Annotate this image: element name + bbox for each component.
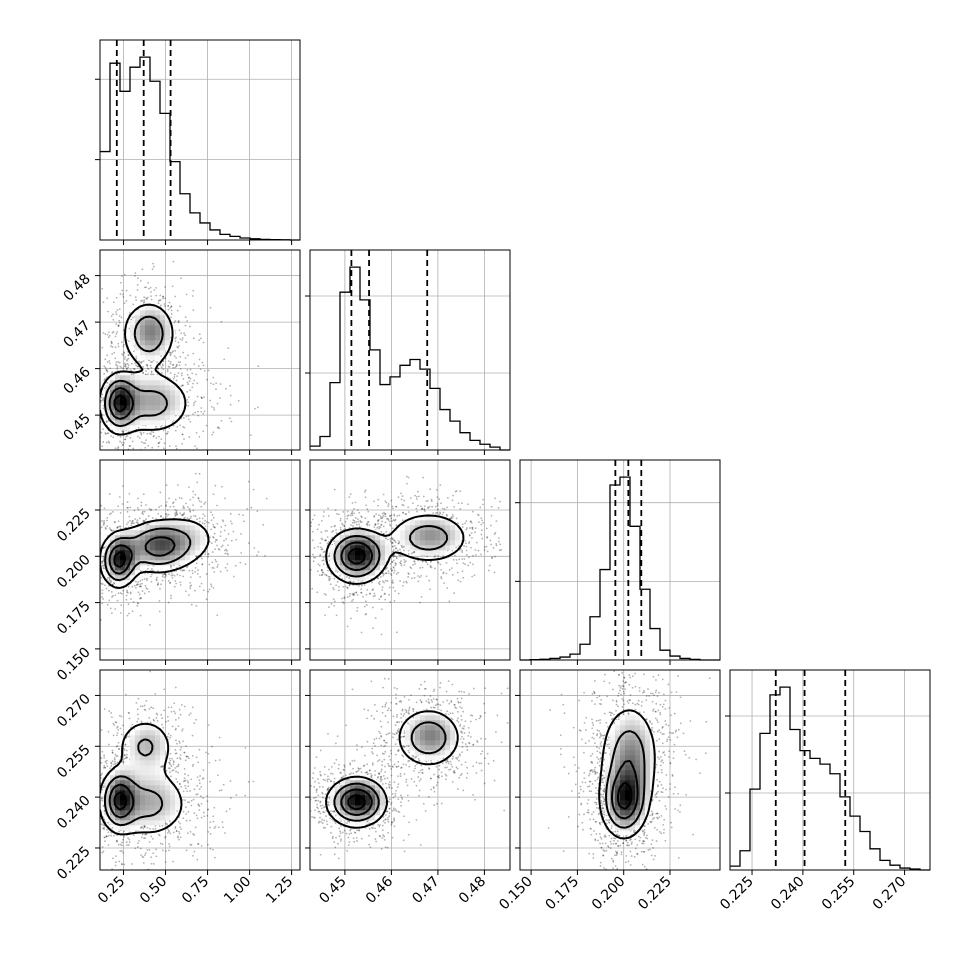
density-panel-0-3-frame — [99, 669, 301, 871]
hist-panel-1-grid — [344, 250, 485, 450]
hist-panel-3-frame — [729, 669, 931, 871]
density-panel-0-1-ytick-label: 0.45 — [60, 411, 93, 444]
density-panel-1-2 — [305, 459, 511, 665]
hist-panel-2-frame — [519, 459, 721, 661]
density-panel-0-3-xtick-label: 1.25 — [263, 874, 296, 907]
density-panel-1-3: 0.45 0.46 0.47 0.48 — [305, 669, 511, 907]
density-panel-0-1-contour — [100, 303, 187, 436]
density-panel-2-3-contour — [598, 709, 656, 840]
density-panel-0-1-contours — [100, 303, 187, 436]
density-panel-0-1-contour — [113, 394, 127, 413]
density-panel-1-3-contour — [347, 794, 366, 811]
density-panel-0-3-xtick-label: 0.75 — [179, 874, 212, 907]
density-panel-0-2-ytick-label: 0.225 — [54, 506, 94, 546]
density-panel-0-3-contour — [113, 791, 128, 811]
density-panel-1-3-xtick-label: 0.45 — [316, 874, 349, 907]
hist-panel-3-grid — [751, 670, 905, 870]
hist-panel-2-grid — [530, 460, 671, 660]
density-panel-2-3: 0.150 0.175 0.200 0.225 — [496, 669, 721, 914]
density-panel-0-3-ytick-label: 0.240 — [54, 793, 94, 833]
density-panel-0-3-xtick-label: 0.25 — [95, 874, 128, 907]
density-panel-0-3-ytick-label: 0.270 — [54, 691, 94, 731]
density-panel-2-3-contour — [617, 781, 633, 810]
density-panel-0-2-contour — [108, 536, 176, 575]
density-panel-0-1-frame — [99, 249, 301, 451]
hist-panel-2 — [515, 459, 721, 665]
density-panel-2-3-contour — [605, 730, 646, 829]
hist-panel-3-histogram — [730, 686, 930, 871]
density-panel-0-3-ytick-label: 0.255 — [54, 742, 94, 782]
hist-panel-1-frame — [309, 249, 511, 451]
density-panel-0-3-contour — [100, 722, 183, 836]
hist-panel-0-grid — [123, 40, 292, 240]
density-panel-1-3-contour — [340, 788, 373, 816]
density-panel-0-2-contour — [104, 527, 192, 582]
density-panel-0-3-contour — [108, 783, 135, 819]
density-panel-1-2-contours — [325, 514, 465, 585]
density-panel-1-3-xtick-label: 0.48 — [456, 874, 489, 907]
hist-panel-0-frame — [99, 39, 301, 241]
density-panel-1-3-contour — [333, 721, 447, 822]
density-panel-0-2-contours — [100, 518, 210, 589]
density-panel-2-3-contour — [611, 759, 639, 820]
density-panel-0-2: 0.150 0.175 0.200 0.225 — [54, 459, 301, 684]
density-panel-0-2-frame — [99, 459, 301, 661]
hist-panel-0-histogram — [100, 56, 300, 241]
density-panel-1-2-frame — [309, 459, 511, 661]
density-panel-2-3-xtick-label: 0.150 — [496, 874, 536, 914]
density-panel-0-3: 0.25 0.50 0.75 1.00 1.25 0.225 0.240 0.255 0.270 — [54, 669, 301, 907]
hist-panel-3-xtick-label: 0.270 — [870, 874, 910, 914]
density-panel-1-3-contours — [325, 710, 459, 829]
density-panel-0-3-ytick-label: 0.225 — [54, 843, 94, 883]
density-panel-1-3-xtick-label: 0.47 — [409, 874, 442, 907]
density-panel-2-3-xtick-label: 0.175 — [543, 874, 583, 914]
density-panel-2-3-xtick-label: 0.200 — [589, 874, 629, 914]
density-panel-0-3-xtick-label: 1.00 — [221, 874, 254, 907]
density-panel-0-1: 0.45 0.46 0.47 0.48 — [60, 249, 301, 455]
density-panel-0-1-ytick-label: 0.46 — [60, 364, 93, 397]
density-panel-0-1-density-fill — [105, 305, 186, 431]
hist-panel-3-xtick-label: 0.225 — [717, 874, 757, 914]
hist-panel-2-histogram — [520, 476, 720, 661]
density-panel-2-3-contours — [598, 709, 656, 840]
density-panel-1-2-contour — [333, 525, 448, 578]
density-panel-0-2-ytick-label: 0.150 — [54, 644, 94, 684]
density-panel-0-1-contour — [104, 315, 168, 428]
density-panel-1-2-density-fill — [330, 515, 466, 581]
density-panel-0-3-xtick-label: 0.50 — [137, 874, 170, 907]
density-panel-1-2-contour — [325, 514, 465, 585]
density-panel-0-3-contour — [103, 738, 164, 827]
density-panel-0-2-contour — [113, 551, 127, 569]
hist-panel-0 — [95, 39, 301, 245]
density-panel-0-1-ytick-label: 0.48 — [60, 271, 93, 304]
density-panel-1-3-xtick-label: 0.46 — [363, 873, 396, 906]
density-panel-0-3-grid — [100, 670, 300, 870]
hist-panel-3-xtick-label: 0.255 — [819, 874, 859, 914]
density-panel-0-2-ytick-label: 0.200 — [54, 552, 94, 592]
hist-panel-1 — [305, 249, 511, 455]
hist-panel-3: 0.225 0.240 0.255 0.270 — [717, 669, 931, 914]
density-panel-1-3-grid — [310, 670, 510, 870]
hist-panel-3-xtick-label: 0.240 — [768, 874, 808, 914]
density-panel-0-3-contours — [100, 722, 183, 836]
density-panel-1-3-contour — [325, 710, 459, 829]
density-panel-0-2-contour — [100, 518, 210, 589]
density-panel-2-3-frame — [519, 669, 721, 871]
density-panel-0-2-ytick-label: 0.175 — [54, 598, 94, 638]
density-panel-2-3-xtick-label: 0.225 — [635, 874, 675, 914]
density-panel-0-1-ytick-label: 0.47 — [60, 318, 93, 351]
hist-panel-1-histogram — [310, 266, 510, 451]
density-panel-1-2-contour — [347, 547, 367, 565]
density-panel-0-1-contour — [108, 386, 134, 420]
density-panel-1-2-contour — [340, 541, 374, 572]
density-panel-1-3-frame — [309, 669, 511, 871]
